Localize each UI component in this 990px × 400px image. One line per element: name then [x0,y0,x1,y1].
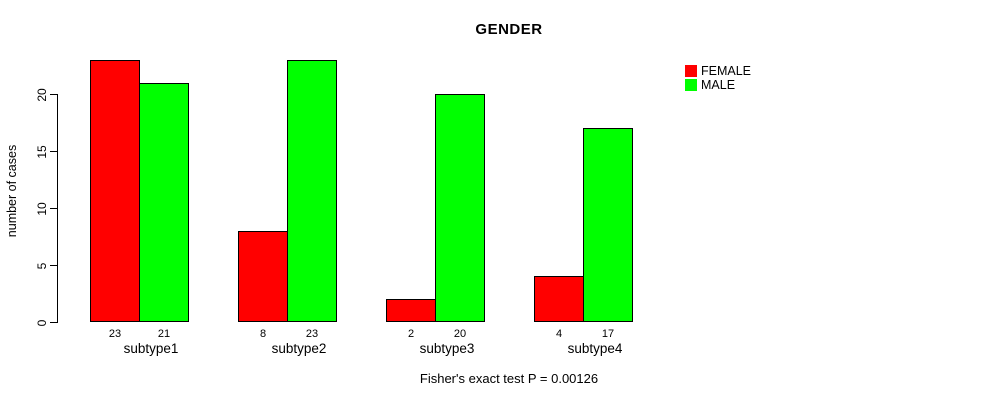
y-tick-label: 20 [35,87,49,102]
bar-male-subtype4 [583,128,633,322]
y-axis-label: number of cases [5,144,19,238]
bar-male-subtype2 [287,59,337,322]
y-tick-mark [50,265,57,266]
y-tick-label: 0 [35,319,49,326]
y-tick-mark [50,151,57,152]
bar-female-subtype1 [90,59,140,322]
category-label-subtype4: subtype4 [567,341,623,356]
fisher-test-caption: Fisher's exact test P = 0.00126 [419,371,599,386]
category-label-subtype3: subtype3 [419,341,475,356]
legend-row-female: FEMALE [685,64,751,78]
chart-title: GENDER [475,21,543,38]
legend-swatch-female [685,65,697,77]
bar-female-subtype3 [386,299,436,322]
legend-swatch-male [685,79,697,91]
bar-value-label: 2 [407,328,415,340]
y-tick-mark [50,94,57,95]
legend-label: MALE [701,78,736,92]
y-tick-label: 15 [35,144,49,159]
legend-row-male: MALE [685,78,751,92]
legend-label: FEMALE [701,64,752,78]
y-tick-mark [50,208,57,209]
bar-female-subtype2 [238,230,288,322]
y-tick-mark [50,322,57,323]
bar-value-label: 20 [453,328,467,340]
bar-value-label: 23 [108,328,122,340]
bar-value-label: 8 [259,328,267,340]
bar-value-label: 21 [157,328,171,340]
y-tick-label: 5 [35,262,49,269]
bar-male-subtype1 [139,82,189,322]
bar-value-label: 4 [555,328,563,340]
y-axis-line [57,94,58,323]
category-label-subtype1: subtype1 [123,341,179,356]
bar-value-label: 23 [305,328,319,340]
category-label-subtype2: subtype2 [271,341,327,356]
y-tick-label: 10 [35,201,49,216]
bar-value-label: 17 [601,328,615,340]
legend: FEMALE MALE [685,64,751,92]
bar-female-subtype4 [534,276,584,322]
bar-male-subtype3 [435,94,485,322]
